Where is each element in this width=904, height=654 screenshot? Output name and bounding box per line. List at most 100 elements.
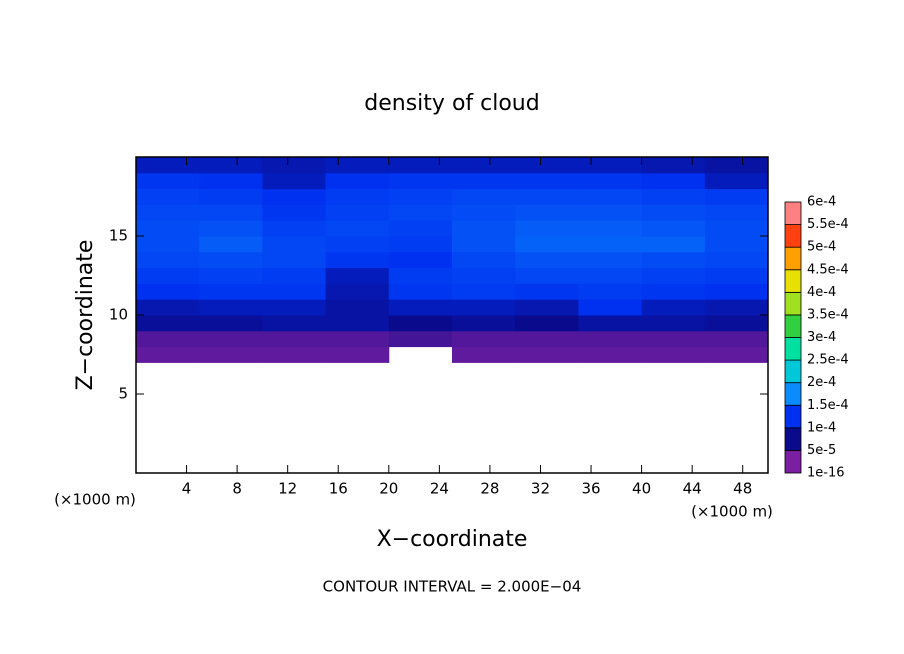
field-cell xyxy=(388,172,453,190)
field-cell xyxy=(641,204,706,221)
field-cell xyxy=(578,267,643,284)
colorbar-label: 4e-4 xyxy=(807,285,836,300)
y-tick-label: 10 xyxy=(109,306,128,324)
field-cell xyxy=(262,251,327,269)
field-cell xyxy=(452,346,516,363)
colorbar-swatch xyxy=(784,246,802,271)
field-cell xyxy=(515,251,579,269)
field-cell xyxy=(641,236,706,253)
field-cell xyxy=(704,157,769,174)
colorbar-swatch xyxy=(784,359,802,384)
field-cell xyxy=(641,251,706,269)
field-cell xyxy=(136,172,200,190)
field-cell xyxy=(704,315,769,332)
field-cell xyxy=(262,188,327,205)
field-cell xyxy=(641,315,706,332)
field-cell xyxy=(704,346,769,363)
field-cell xyxy=(452,188,516,205)
field-cell xyxy=(578,251,643,269)
field-cell xyxy=(388,220,453,237)
y-tick-label: 15 xyxy=(109,227,128,245)
field-cell xyxy=(515,172,579,190)
field-cell xyxy=(199,157,263,174)
field-cell xyxy=(136,267,200,284)
field-cell xyxy=(641,188,706,205)
field-cell xyxy=(515,188,579,205)
colorbar-label: 5e-5 xyxy=(807,443,836,458)
field-cell xyxy=(388,283,453,300)
field-cell xyxy=(578,315,643,332)
field-cell xyxy=(452,251,516,269)
y-axis-label: Z−coordinate xyxy=(73,240,98,391)
x-tick-label: 20 xyxy=(379,480,398,498)
field-cell xyxy=(515,315,579,332)
field-cell xyxy=(452,157,516,174)
field-cell xyxy=(136,188,200,205)
field-cell xyxy=(199,315,263,332)
field-cell xyxy=(262,283,327,300)
field-cell xyxy=(578,330,643,348)
x-tick-label: 24 xyxy=(430,480,449,498)
colorbar-label: 6e-4 xyxy=(807,195,836,210)
field-cell xyxy=(262,315,327,332)
colorbar-swatch xyxy=(784,269,802,293)
field-cell xyxy=(262,172,327,190)
field-cell xyxy=(262,299,327,316)
field-cell xyxy=(199,299,263,316)
field-cell xyxy=(641,283,706,300)
field-cell xyxy=(515,283,579,300)
field-cell xyxy=(325,251,390,269)
field-cell xyxy=(325,220,390,237)
field-cell xyxy=(325,236,390,253)
field-cell xyxy=(515,236,579,253)
field-cell xyxy=(515,330,579,348)
field-cell xyxy=(136,346,200,363)
field-cell xyxy=(388,251,453,269)
colorbar-swatch xyxy=(784,404,802,429)
field-cell xyxy=(452,330,516,348)
field-cell xyxy=(704,251,769,269)
field-cell xyxy=(578,283,643,300)
field-cell xyxy=(641,220,706,237)
field-cell xyxy=(452,172,516,190)
field-cell xyxy=(704,299,769,316)
field-cell xyxy=(136,251,200,269)
field-cell xyxy=(325,315,390,332)
field-cell xyxy=(199,172,263,190)
x-tick-label: 4 xyxy=(182,480,192,498)
colorbar-label: 5.5e-4 xyxy=(807,217,849,232)
field-cell xyxy=(199,188,263,205)
field-cell xyxy=(262,330,327,348)
field-cell xyxy=(325,283,390,300)
colorbar-label: 1e-4 xyxy=(807,420,836,435)
field-cell xyxy=(578,220,643,237)
x-tick-label: 44 xyxy=(683,480,702,498)
field-cell xyxy=(199,283,263,300)
field-cell xyxy=(515,267,579,284)
field-cell xyxy=(641,299,706,316)
field-cell xyxy=(136,315,200,332)
field-cell xyxy=(452,315,516,332)
field-cell xyxy=(325,172,390,190)
colorbar-label: 3.5e-4 xyxy=(807,307,849,322)
x-tick-label: 12 xyxy=(278,480,297,498)
colorbar-swatch xyxy=(784,450,802,474)
field-cell xyxy=(704,172,769,190)
colorbar-swatch xyxy=(784,314,802,338)
colorbar-label: 4.5e-4 xyxy=(807,262,849,277)
colorbar-label: 3e-4 xyxy=(807,330,836,345)
field-cell xyxy=(452,283,516,300)
field-cell xyxy=(325,157,390,174)
field-cell xyxy=(262,220,327,237)
field-cell xyxy=(136,204,200,221)
field-cell xyxy=(388,188,453,205)
field-cell xyxy=(704,236,769,253)
field-cell xyxy=(325,204,390,221)
colorbar-swatch xyxy=(784,382,802,406)
x-axis-label: X−coordinate xyxy=(377,527,528,552)
field-cell xyxy=(452,204,516,221)
x-unit-label: (×1000 m) xyxy=(691,503,773,521)
field-cell xyxy=(452,267,516,284)
field-cell xyxy=(388,330,453,348)
field-cell xyxy=(578,299,643,316)
